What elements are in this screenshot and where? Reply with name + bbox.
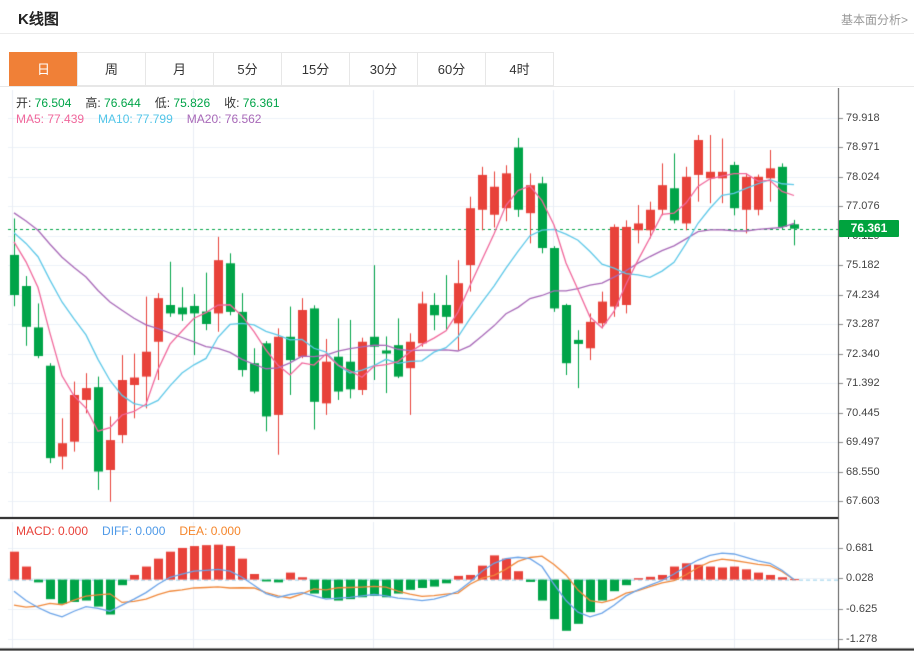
tab-15分[interactable]: 15分 [281, 52, 350, 86]
price-tick-label: 75.182 [846, 259, 880, 272]
ohlc-legend-item: 开: 76.504 [16, 96, 72, 110]
header-divider [0, 33, 914, 34]
ma-legend-item: MA10: 77.799 [98, 112, 173, 126]
price-tick-label: 79.918 [846, 112, 880, 124]
macd-tick-label: -1.278 [846, 633, 878, 646]
fundamental-analysis-link[interactable]: 基本面分析> [840, 13, 908, 27]
tab-30分[interactable]: 30分 [349, 52, 418, 86]
ohlc-legend: 开: 76.504 高: 76.644 低: 75.826 收: 76.361 [16, 94, 294, 111]
tab-4时[interactable]: 4时 [485, 52, 554, 86]
tab-周[interactable]: 周 [77, 52, 146, 86]
price-tick-label: 78.971 [846, 141, 880, 154]
period-tabbar: 日周月 5分 15分 30分 60分 4时 [9, 52, 554, 86]
ohlc-legend-item: 高: 76.644 [85, 96, 141, 110]
macd-tick-label: 0.028 [846, 572, 874, 585]
tab-日[interactable]: 日 [9, 52, 78, 86]
page-title: K线图 [18, 11, 59, 28]
price-tick-label: 78.024 [846, 170, 880, 183]
ohlc-legend-item: 低: 75.826 [154, 96, 211, 110]
current-price-badge: 76.361 [839, 220, 899, 238]
price-tick-label: 74.234 [846, 288, 880, 301]
price-tick-label: 70.445 [846, 406, 880, 419]
ma-legend-item: MA5: 77.439 [16, 112, 85, 126]
macd-tick-label: 0.681 [846, 541, 874, 554]
price-tick-label: 77.076 [846, 200, 880, 213]
price-tick-label: 69.497 [846, 436, 880, 449]
ma-legend-item: MA20: 76.562 [186, 112, 262, 126]
price-tick-label: 72.340 [846, 347, 880, 360]
price-tick-label: 71.392 [846, 377, 880, 390]
macd-tick-label: -0.625 [846, 602, 878, 615]
macd-legend: MACD: 0.000 DIFF: 0.000 DEA: 0.000 [16, 524, 255, 538]
kline-chart-canvas[interactable] [0, 88, 914, 651]
tab-5分[interactable]: 5分 [213, 52, 282, 86]
ohlc-legend-item: 收: 76.361 [224, 96, 280, 110]
tab-60分[interactable]: 60分 [417, 52, 486, 86]
tab-月[interactable]: 月 [145, 52, 214, 86]
macd-legend-item: DIFF: 0.000 [102, 524, 166, 538]
ma-legend: MA5: 77.439 MA10: 77.799 MA20: 76.562 [16, 112, 275, 126]
price-tick-label: 73.287 [846, 318, 880, 331]
price-tick-label: 68.550 [846, 465, 880, 478]
price-tick-label: 67.603 [846, 495, 880, 508]
macd-legend-item: MACD: 0.000 [16, 524, 89, 538]
tabbar-underline [0, 86, 914, 87]
macd-legend-item: DEA: 0.000 [179, 524, 241, 538]
